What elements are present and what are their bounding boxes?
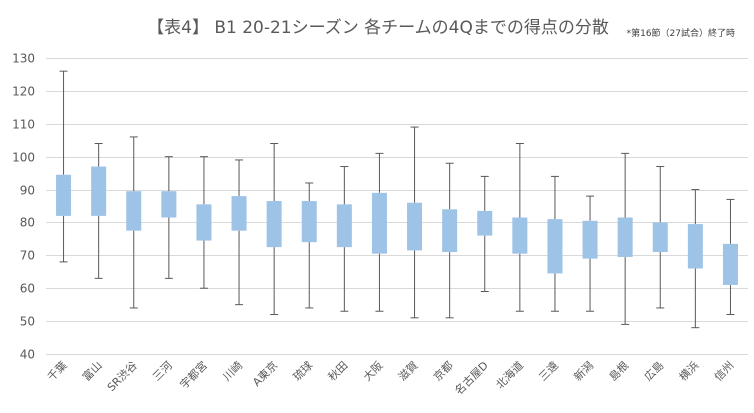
- y-tick-label: 110: [12, 118, 35, 132]
- iqr-box: [722, 243, 738, 285]
- box-広島: [652, 166, 668, 309]
- y-tick-label: 100: [12, 151, 35, 165]
- x-tick-label: 千葉: [44, 358, 69, 383]
- box-琉球: [301, 182, 317, 309]
- box-京都: [442, 162, 458, 319]
- x-tick-label: 広島: [641, 358, 666, 383]
- x-tick-label: 島根: [606, 358, 631, 383]
- y-tick-label: 70: [20, 249, 35, 263]
- box-三河: [161, 156, 177, 279]
- y-tick-label: 40: [20, 348, 35, 362]
- gridlines: [46, 58, 748, 355]
- box-滋賀: [407, 126, 423, 319]
- iqr-box: [547, 219, 563, 274]
- x-tick-label: 宇都宮: [177, 358, 210, 391]
- x-tick-label: 滋賀: [396, 359, 421, 384]
- iqr-box: [582, 220, 598, 259]
- x-tick-label: 北海道: [493, 358, 526, 391]
- y-tick-label: 60: [20, 282, 35, 296]
- box-川崎: [231, 159, 247, 306]
- box-大阪: [371, 152, 387, 312]
- y-tick-label: 90: [20, 184, 35, 198]
- iqr-box: [56, 174, 72, 216]
- x-tick-label: 秋田: [325, 358, 350, 383]
- iqr-box: [336, 204, 352, 248]
- iqr-box: [371, 192, 387, 254]
- iqr-box: [512, 217, 528, 254]
- iqr-box: [126, 191, 142, 231]
- boxes: [56, 70, 738, 329]
- box-三遠: [547, 175, 563, 312]
- iqr-box: [301, 201, 317, 243]
- x-tick-label: SR渋谷: [105, 359, 140, 394]
- y-tick-label: 80: [20, 216, 35, 230]
- x-tick-label: A東京: [249, 358, 280, 389]
- iqr-box: [161, 191, 177, 218]
- iqr-box: [442, 209, 458, 253]
- box-島根: [617, 152, 633, 325]
- iqr-box: [407, 202, 423, 251]
- iqr-box: [91, 166, 107, 216]
- box-千葉: [56, 70, 72, 263]
- x-axis-ticks: 千葉 富山 SR渋谷 三河 宇都宮 川崎 A東京 琉球 秋田 大阪 滋賀 京都名古屋D 北海道 三遠 新潟島…: [44, 358, 736, 397]
- chart-note: *第16節（27試合）終了時: [627, 27, 735, 39]
- y-axis-ticks: 40 50 60 70 80 90 100 110 120 130: [12, 52, 35, 362]
- x-tick-label: 新潟: [571, 358, 596, 383]
- x-tick-label: 信州: [712, 359, 737, 384]
- chart-title: 【表4】 B1 20-21シーズン 各チームの4Qまでの得点の分散: [147, 18, 609, 38]
- x-tick-label: 三遠: [536, 359, 561, 384]
- iqr-box: [266, 201, 282, 248]
- box-SR渋谷: [126, 136, 142, 309]
- x-tick-label: 横浜: [676, 358, 701, 383]
- x-tick-label: 大阪: [360, 358, 385, 383]
- box-新潟: [582, 195, 598, 312]
- box-秋田: [336, 166, 352, 312]
- x-tick-label: 川崎: [220, 358, 245, 383]
- box-A東京: [266, 143, 282, 316]
- iqr-box: [687, 224, 703, 269]
- box-横浜: [687, 189, 703, 329]
- y-tick-label: 130: [12, 52, 35, 66]
- iqr-box: [196, 204, 212, 241]
- iqr-box: [652, 222, 668, 253]
- iqr-box: [617, 217, 633, 257]
- x-tick-label: 京都: [430, 358, 455, 383]
- box-信州: [722, 198, 738, 316]
- y-tick-label: 120: [12, 85, 35, 99]
- y-tick-label: 50: [20, 315, 35, 329]
- box-富山: [91, 143, 107, 279]
- x-tick-label: 琉球: [290, 358, 315, 383]
- box-宇都宮: [196, 156, 212, 289]
- x-tick-label: 三河: [150, 359, 175, 384]
- x-tick-label: 名古屋D: [452, 358, 491, 397]
- x-tick-label: 富山: [79, 358, 104, 383]
- iqr-box: [477, 210, 493, 236]
- iqr-box: [231, 196, 247, 231]
- box-北海道: [512, 143, 528, 312]
- box-名古屋D: [477, 175, 493, 293]
